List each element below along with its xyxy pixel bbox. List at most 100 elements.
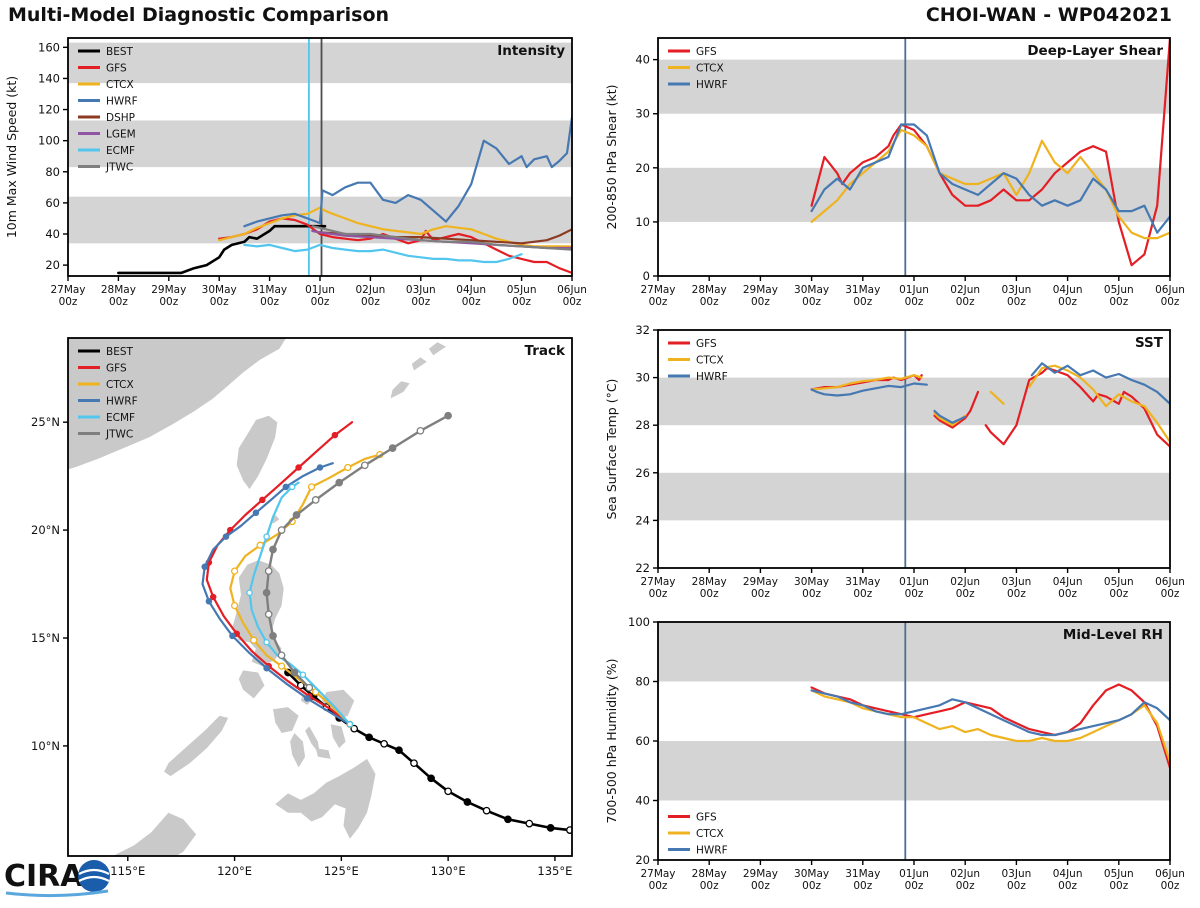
x-tick-sublabel: 00z (700, 880, 719, 892)
x-tick-label: 30May (794, 284, 829, 296)
x-tick-sublabel: 00z (853, 588, 872, 600)
legend-label-hwrf: HWRF (106, 395, 138, 407)
x-tick-label: 31May (845, 868, 880, 880)
x-tick-label: 29May (743, 868, 778, 880)
x-tick-label: 27May (640, 868, 675, 880)
track-point-ecmf (246, 589, 253, 596)
x-tick-sublabel: 00z (649, 588, 668, 600)
x-tick-sublabel: 00z (159, 296, 178, 308)
track-point-jtwc (269, 545, 277, 554)
track-point-hwrf (229, 632, 236, 640)
y-tick-label: 10 (635, 215, 650, 229)
land-mass (290, 733, 306, 768)
track-point-ecmf (263, 533, 270, 540)
track-point-best (566, 826, 572, 834)
legend-label-ctcx: CTCX (696, 62, 724, 74)
track-point-ecmf (288, 483, 296, 491)
series-jtwc (311, 225, 572, 251)
x-tick-sublabel: 00z (260, 296, 279, 308)
mid-level-rh-chart: Mid-Level RH2040608010027May00z28May00z2… (604, 615, 1185, 892)
x-tick-sublabel: 00z (1109, 880, 1128, 892)
x-tick-label: 30May (202, 284, 237, 296)
y-axis-title: 10m Max Wind Speed (kt) (4, 76, 19, 238)
series-hwrf (810, 123, 1170, 234)
panel-title: SST (1135, 335, 1164, 351)
x-tick-sublabel: 00z (905, 296, 924, 308)
x-tick-sublabel: 00z (905, 588, 924, 600)
series-hwrf (810, 689, 1170, 737)
x-tick-sublabel: 00z (1109, 296, 1128, 308)
track-point-jtwc (292, 511, 301, 519)
y-tick-label: 20 (45, 258, 60, 272)
shaded-band (658, 377, 1170, 426)
legend-label-ctcx: CTCX (106, 379, 134, 391)
x-tick-label: 04Jun (1053, 868, 1083, 880)
lat-tick-label: 20°N (31, 523, 60, 537)
track-point-hwrf (205, 598, 213, 605)
x-tick-label: 02Jun (950, 284, 980, 296)
track-point-best (380, 739, 388, 748)
plot-border (657, 329, 1171, 569)
track-point-best (427, 774, 435, 783)
legend-label-best: BEST (106, 46, 134, 58)
lon-tick-label: 130°E (431, 864, 466, 878)
x-tick-label: 03Jun (1002, 868, 1032, 880)
y-tick-label: 100 (628, 615, 650, 629)
track-point-hwrf (303, 695, 311, 702)
track-point-ecmf (263, 639, 270, 646)
x-tick-label: 30May (794, 868, 829, 880)
y-tick-label: 20 (635, 853, 650, 867)
land-mass (273, 707, 299, 733)
legend-label-gfs: GFS (696, 46, 717, 58)
y-tick-label: 40 (635, 794, 650, 808)
series-hwrf (1030, 362, 1170, 405)
x-tick-sublabel: 00z (956, 588, 975, 600)
x-tick-label: 01Jun (305, 284, 335, 296)
x-tick-sublabel: 00z (853, 880, 872, 892)
cira-globe-wave-1 (78, 868, 110, 875)
series-hwrf (933, 409, 967, 424)
x-tick-label: 04Jun (1053, 576, 1083, 588)
land-mass (305, 726, 320, 755)
track-hwrf (201, 462, 351, 726)
x-tick-label: 02Jun (950, 576, 980, 588)
x-tick-sublabel: 00z (1058, 296, 1077, 308)
track-point-jtwc (290, 668, 299, 677)
y-tick-label: 60 (635, 734, 650, 748)
x-tick-sublabel: 00z (802, 588, 821, 600)
x-tick-label: 05Jun (507, 284, 537, 296)
track-point-ctcx (344, 463, 352, 472)
series-hwrf (243, 116, 572, 228)
track-point-jtwc (277, 651, 286, 660)
shaded-band (68, 42, 572, 84)
x-tick-label: 03Jun (1002, 576, 1032, 588)
x-tick-sublabel: 00z (853, 296, 872, 308)
x-tick-sublabel: 00z (1007, 880, 1026, 892)
x-tick-label: 31May (845, 284, 880, 296)
track-point-jtwc (305, 683, 314, 692)
legend-label-gfs: GFS (696, 338, 717, 350)
lat-tick-label: 25°N (31, 415, 60, 429)
x-tick-label: 28May (692, 576, 727, 588)
y-tick-label: 30 (635, 371, 650, 385)
x-tick-label: 05Jun (1104, 576, 1134, 588)
series-best (117, 224, 327, 275)
y-tick-label: 28 (635, 418, 650, 432)
y-tick-label: 20 (635, 161, 650, 175)
x-tick-label: 04Jun (456, 284, 486, 296)
x-tick-sublabel: 00z (411, 296, 430, 308)
track-point-hwrf (252, 509, 260, 517)
track-point-jtwc (335, 478, 344, 487)
x-tick-label: 02Jun (950, 868, 980, 880)
track-point-ctcx (230, 567, 239, 575)
series-gfs (984, 366, 1170, 448)
x-tick-label: 31May (845, 576, 880, 588)
cira-logo-text: CIRA (4, 859, 84, 894)
cira-logo: CIRA (4, 859, 110, 898)
track-point-gfs (209, 593, 217, 601)
x-tick-sublabel: 00z (1109, 588, 1128, 600)
storm-title: CHOI-WAN - WP042021 (925, 4, 1172, 26)
track-point-jtwc (269, 632, 277, 640)
x-tick-sublabel: 00z (649, 880, 668, 892)
